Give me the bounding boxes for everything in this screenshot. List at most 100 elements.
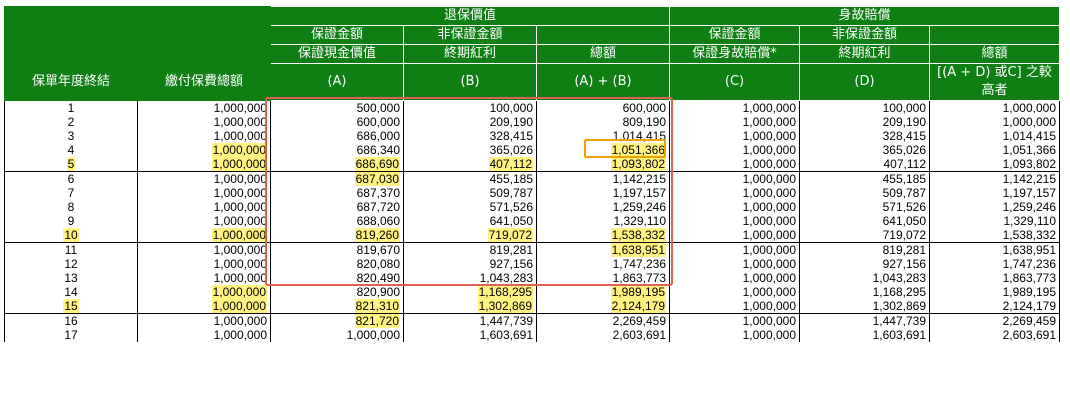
value-cell: 1,000,000 [669, 328, 800, 342]
table-row: 8 1,000,000 687,720 571,526 1,259,246 1,000,0… [4, 200, 1060, 214]
value-cell: 687,030 [270, 171, 404, 186]
value-cell: 2,124,179 [536, 299, 670, 314]
year-cell: 13 [4, 271, 138, 285]
value-cell: 100,000 [799, 100, 930, 115]
value-cell: 821,310 [270, 299, 404, 314]
cell-text: 1 [67, 101, 75, 115]
value-cell: 509,787 [403, 186, 537, 200]
header-blank-1 [4, 6, 138, 26]
cell-text: 1,168,295 [477, 285, 533, 299]
value-cell: 1,000,000 [669, 313, 800, 328]
cell-text: 1,000,000 [742, 328, 796, 342]
cell-text: 2,603,691 [1002, 328, 1056, 342]
cell-text: 1,000,000 [213, 115, 267, 129]
premium-header: 繳付保費總額 [137, 63, 271, 101]
value-cell: 100,000 [403, 100, 537, 115]
cell-text: 509,787 [489, 186, 533, 200]
year-header: 保單年度終結 [4, 63, 138, 101]
cell-text: 9 [67, 214, 75, 228]
cell-text: 1,000,000 [213, 200, 267, 214]
value-cell: 2,269,459 [929, 313, 1060, 328]
guaranteed-header: 保證金額 [270, 25, 404, 45]
value-cell: 1,051,366 [929, 143, 1060, 157]
cell-text: 688,060 [356, 214, 400, 228]
cell-text: 1,603,691 [872, 328, 926, 342]
cell-text: 1,000,000 [346, 328, 400, 342]
value-cell: 1,000,000 [669, 157, 800, 172]
cell-text: 1,000,000 [211, 299, 267, 313]
cell-text: 407,112 [488, 157, 533, 171]
cell-text: 686,000 [356, 129, 400, 143]
value-cell: 1,447,739 [799, 313, 930, 328]
cell-text: 600,000 [356, 115, 400, 129]
cash-value-header: 保證現金價值 [270, 44, 404, 64]
value-cell: 407,112 [403, 157, 537, 172]
cell-text: 14 [64, 285, 78, 299]
value-cell: 1,093,802 [536, 157, 670, 172]
header-blank-2 [137, 6, 271, 26]
value-cell: 1,000,000 [929, 115, 1060, 129]
table-row: 17 1,000,000 1,000,000 1,603,691 2,603,691 1,… [4, 328, 1060, 342]
cell-text: 1,000,000 [211, 157, 267, 171]
year-cell: 2 [4, 115, 138, 129]
cell-text: 209,190 [882, 115, 926, 129]
cell-text: 1,000,000 [742, 186, 796, 200]
value-cell: 1,014,415 [536, 129, 670, 143]
death-total-sub: [(A + D) 或C] 之較 高者 [929, 63, 1060, 101]
value-cell: 1,000,000 [929, 100, 1060, 115]
value-cell: 1,989,195 [929, 285, 1060, 299]
cell-text: 1,259,246 [1002, 200, 1056, 214]
cell-text: 1,000,000 [742, 172, 796, 186]
table-row: 6 1,000,000 687,030 455,185 1,142,215 1,000,0… [4, 171, 1060, 186]
cell-text: 1,989,195 [610, 285, 666, 299]
non-guaranteed-header: 非保證金額 [403, 25, 537, 45]
value-cell: 1,989,195 [536, 285, 670, 299]
cell-text: 1,000,000 [742, 115, 796, 129]
cell-text: 1,000,000 [742, 101, 796, 115]
value-cell: 1,000,000 [137, 328, 271, 342]
cell-text: 571,526 [882, 200, 926, 214]
year-cell: 6 [4, 171, 138, 186]
cell-text: 1,197,157 [612, 186, 666, 200]
total-sub: (A) + (B) [536, 63, 670, 101]
value-cell: 1,603,691 [403, 328, 537, 342]
table-row: 5 1,000,000 686,690 407,112 1,093,802 1,000,0… [4, 157, 1060, 172]
cell-text: 10 [63, 228, 79, 242]
value-cell: 819,281 [799, 242, 930, 257]
death-bonus-header: 終期紅利 [799, 44, 930, 64]
cell-text: 819,670 [356, 243, 400, 257]
value-cell: 1,000,000 [137, 271, 271, 285]
value-cell: 1,538,332 [536, 228, 670, 243]
year-cell: 16 [4, 313, 138, 328]
table-row: 4 1,000,000 686,340 365,026 1,051,366 1,000,0… [4, 143, 1060, 157]
surrender-value-header: 退保價值 [270, 6, 670, 26]
cell-text: 1,000,000 [213, 129, 267, 143]
cell-text: 2,603,691 [612, 328, 666, 342]
value-cell: 641,050 [799, 214, 930, 228]
cell-text: 2,124,179 [610, 299, 666, 313]
value-cell: 1,197,157 [929, 186, 1060, 200]
table-row: 13 1,000,000 820,490 1,043,283 1,863,773 1,00… [4, 271, 1060, 285]
cell-text: 8 [67, 200, 75, 214]
cell-text: 1,302,869 [872, 299, 926, 313]
cell-text: 820,080 [356, 257, 400, 271]
value-cell: 209,190 [799, 115, 930, 129]
cell-text: 820,900 [356, 285, 400, 299]
value-cell: 819,260 [270, 228, 404, 243]
cell-text: 1,000,000 [213, 257, 267, 271]
cell-text: 687,030 [354, 172, 400, 186]
value-cell: 1,000,000 [137, 285, 271, 299]
cell-text: 1,538,332 [610, 228, 666, 242]
value-cell: 1,043,283 [403, 271, 537, 285]
cell-text: 1,051,366 [610, 143, 666, 157]
value-cell: 1,000,000 [669, 186, 800, 200]
value-cell: 509,787 [799, 186, 930, 200]
cell-text: 819,281 [882, 243, 926, 257]
cell-text: 819,281 [489, 243, 533, 257]
terminal-bonus-sub: (B) [403, 63, 537, 101]
value-cell: 1,043,283 [799, 271, 930, 285]
year-cell: 15 [4, 299, 138, 314]
value-cell: 1,000,000 [137, 143, 271, 157]
value-cell: 686,000 [270, 129, 404, 143]
cell-text: 407,112 [883, 157, 927, 171]
